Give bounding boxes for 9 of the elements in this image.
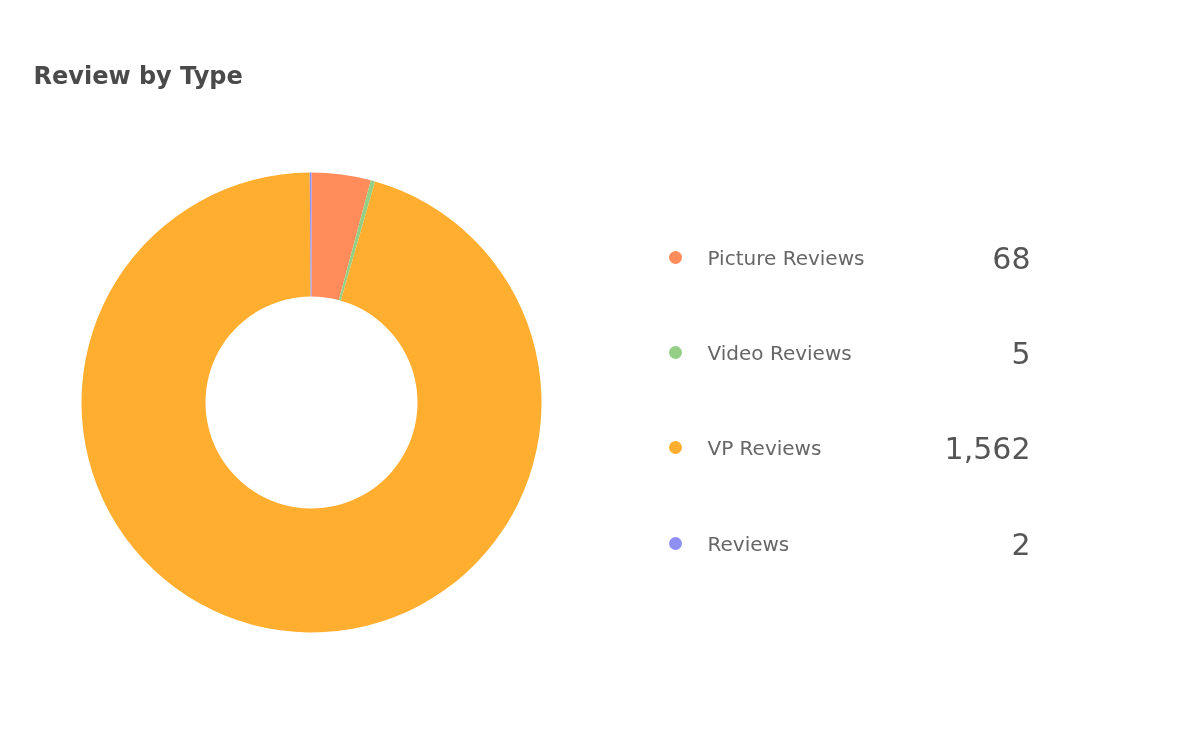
data-label: 5	[1011, 335, 1031, 371]
chart-title: Review by Type	[33, 61, 243, 90]
legend-label: Picture Reviews	[707, 245, 865, 270]
legend-label: Reviews	[707, 531, 790, 556]
data-label: 68	[992, 240, 1031, 276]
data-label: 2	[1011, 526, 1031, 562]
legend-label: VP Reviews	[707, 435, 822, 460]
legend-label: Video Reviews	[707, 340, 852, 365]
data-label: 1,562	[944, 430, 1031, 466]
